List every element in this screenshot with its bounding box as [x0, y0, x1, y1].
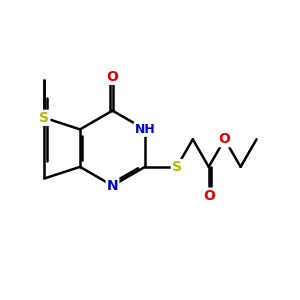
Text: O: O	[203, 189, 215, 202]
Text: O: O	[106, 70, 119, 84]
Text: S: S	[39, 111, 50, 125]
Text: NH: NH	[135, 123, 155, 136]
Text: S: S	[172, 160, 182, 174]
Text: O: O	[219, 132, 231, 146]
Text: N: N	[107, 178, 118, 193]
